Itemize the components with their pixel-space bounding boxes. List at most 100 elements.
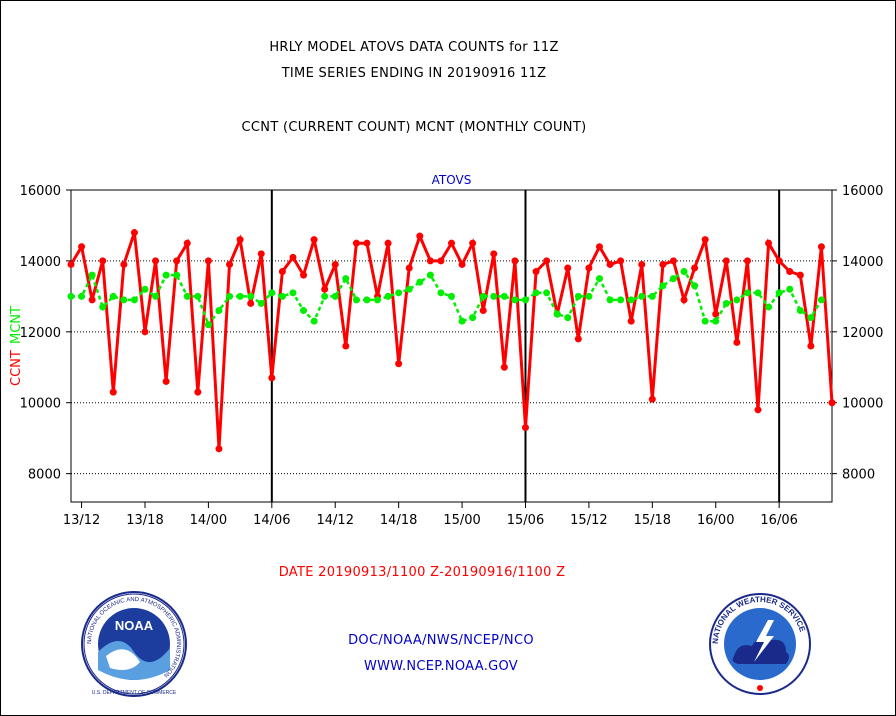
data-point-ccnt <box>595 243 603 251</box>
x-tick-label: 14/00 <box>190 513 227 528</box>
svg-text:NOAA: NOAA <box>115 618 154 633</box>
data-point-ccnt <box>733 338 741 346</box>
data-point-ccnt <box>88 296 96 304</box>
data-point-ccnt <box>500 363 508 371</box>
data-point-mcnt <box>448 292 455 300</box>
data-point-mcnt <box>405 285 413 293</box>
data-point-ccnt <box>469 239 477 247</box>
data-point-mcnt <box>754 289 762 297</box>
data-point-mcnt <box>733 296 741 304</box>
x-tick-label: 14/18 <box>380 513 417 528</box>
x-tick-label: 16/06 <box>760 513 797 528</box>
data-point-ccnt <box>173 257 181 265</box>
data-point-mcnt <box>173 271 181 279</box>
data-point-ccnt <box>67 260 75 268</box>
data-point-mcnt <box>638 292 646 300</box>
data-point-ccnt <box>204 257 212 265</box>
data-point-ccnt <box>479 307 487 315</box>
data-point-ccnt <box>152 257 160 265</box>
data-point-ccnt <box>437 257 445 265</box>
data-point-ccnt <box>183 239 191 247</box>
y-tick-label-left: 14000 <box>20 255 61 270</box>
data-point-ccnt <box>384 239 392 247</box>
data-point-ccnt <box>162 377 170 385</box>
chart-title-line-2: TIME SERIES ENDING IN 20190916 11Z <box>281 66 547 81</box>
data-point-ccnt <box>532 268 540 276</box>
data-point-ccnt <box>691 264 699 272</box>
data-point-mcnt <box>416 278 424 286</box>
data-point-mcnt <box>617 296 625 304</box>
data-point-mcnt <box>712 317 720 325</box>
y-tick-label-right: 14000 <box>842 255 883 270</box>
data-point-ccnt <box>743 257 751 265</box>
data-point-mcnt <box>595 275 603 283</box>
data-point-mcnt <box>363 296 371 304</box>
data-point-ccnt <box>828 399 836 407</box>
data-point-ccnt <box>120 260 128 268</box>
data-point-mcnt <box>183 292 191 300</box>
x-tick-label: 15/18 <box>634 513 671 528</box>
data-point-mcnt <box>532 289 540 297</box>
data-point-mcnt <box>120 296 128 304</box>
data-point-ccnt <box>817 243 825 251</box>
data-point-ccnt <box>300 271 308 279</box>
data-point-mcnt <box>722 299 730 307</box>
data-point-mcnt <box>321 292 329 300</box>
data-point-ccnt <box>680 296 688 304</box>
x-tick-label: 13/12 <box>63 513 100 528</box>
data-point-mcnt <box>564 314 572 322</box>
data-point-ccnt <box>247 299 255 307</box>
data-point-mcnt <box>88 271 96 279</box>
data-point-mcnt <box>374 296 382 304</box>
data-point-ccnt <box>574 335 582 343</box>
data-point-mcnt <box>109 292 117 300</box>
data-point-mcnt <box>786 285 794 293</box>
data-point-ccnt <box>78 243 86 251</box>
noaa-logo: NOAA NATIONAL OCEANIC AND ATMOSPHERIC AD… <box>81 591 187 697</box>
data-point-ccnt <box>701 236 709 244</box>
x-tick-label: 13/18 <box>126 513 163 528</box>
data-point-mcnt <box>743 289 751 297</box>
data-point-mcnt <box>807 314 815 322</box>
x-tick-label: 15/06 <box>507 513 544 528</box>
data-point-ccnt <box>754 406 762 414</box>
series-line-ccnt <box>69 231 834 449</box>
data-point-mcnt <box>152 292 160 300</box>
y-tick-label-right: 16000 <box>842 184 883 199</box>
data-point-ccnt <box>511 257 519 265</box>
data-point-ccnt <box>765 239 773 247</box>
svg-text:U.S. DEPARTMENT OF COMMERCE: U.S. DEPARTMENT OF COMMERCE <box>92 690 177 696</box>
data-point-mcnt <box>606 296 614 304</box>
data-point-mcnt <box>701 317 709 325</box>
data-point-ccnt <box>342 342 350 350</box>
data-point-mcnt <box>384 292 392 300</box>
data-point-ccnt <box>395 360 403 368</box>
data-point-mcnt <box>765 303 773 311</box>
y-tick-label-right: 8000 <box>842 468 875 483</box>
data-point-ccnt <box>109 388 117 396</box>
data-point-mcnt <box>331 292 339 300</box>
data-point-mcnt <box>257 299 265 307</box>
y-tick-label-left: 16000 <box>20 184 61 199</box>
data-point-ccnt <box>669 257 677 265</box>
data-point-ccnt <box>458 260 466 268</box>
data-point-mcnt <box>817 296 825 304</box>
data-point-mcnt <box>352 296 360 304</box>
data-point-mcnt <box>310 317 318 325</box>
data-point-mcnt <box>395 289 403 297</box>
data-point-mcnt <box>648 292 656 300</box>
data-point-mcnt <box>78 292 86 300</box>
data-point-mcnt <box>680 268 688 276</box>
org-label: DOC/NOAA/NWS/NCEP/NCO <box>348 633 534 648</box>
y-tick-label-left: 10000 <box>20 397 61 412</box>
data-point-ccnt <box>363 239 371 247</box>
data-point-ccnt <box>416 232 424 240</box>
data-point-ccnt <box>564 264 572 272</box>
data-point-ccnt <box>606 260 614 268</box>
data-point-ccnt <box>627 317 635 325</box>
x-tick-label: 14/06 <box>253 513 290 528</box>
data-point-mcnt <box>574 292 582 300</box>
data-point-ccnt <box>775 257 783 265</box>
plot-title: ATOVS <box>432 173 472 187</box>
data-point-mcnt <box>268 289 276 297</box>
